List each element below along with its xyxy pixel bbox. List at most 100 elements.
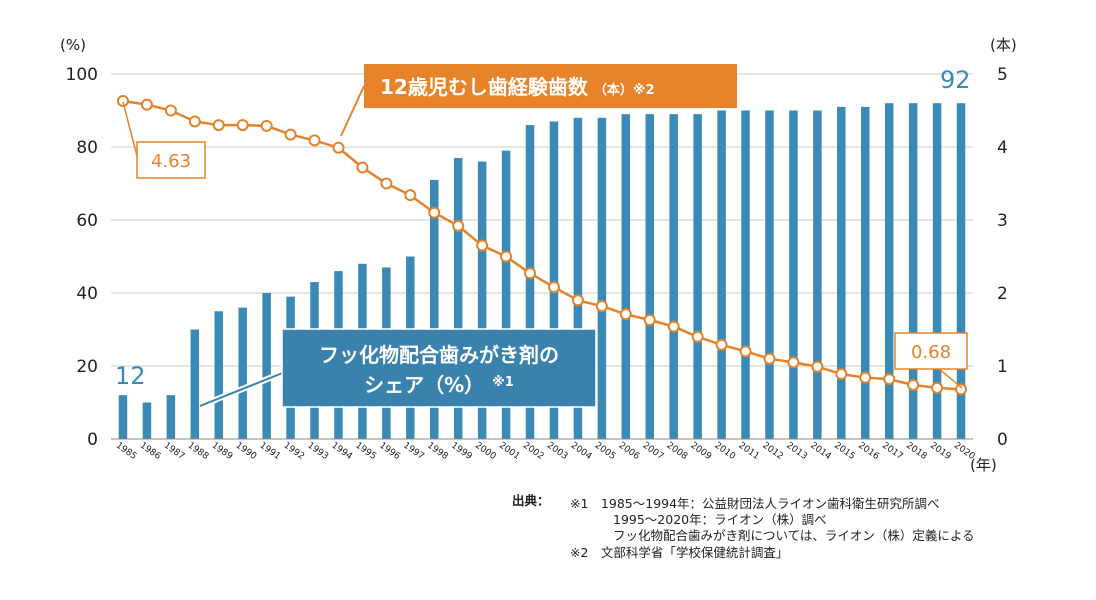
x-tick-label: 2013 — [784, 441, 808, 462]
line-end-box — [894, 332, 968, 370]
source-label: 出典： — [512, 493, 550, 508]
bar — [597, 117, 607, 440]
bar — [789, 110, 798, 439]
line-point — [500, 250, 513, 263]
line-point — [571, 294, 584, 307]
line-point — [667, 320, 680, 333]
y-left-tick-label: 100 — [66, 65, 98, 85]
line-point — [236, 119, 249, 132]
line-series — [116, 95, 968, 396]
x-tick-label: 2009 — [689, 441, 714, 462]
line-point — [524, 267, 537, 280]
x-tick-label: 2002 — [521, 441, 545, 462]
bar-callout-line1: フッ化物配合歯みがき剤の — [319, 343, 559, 367]
line-callout-leader — [340, 85, 365, 137]
x-tick-label: 1989 — [210, 441, 235, 462]
x-tick-label: 1991 — [258, 441, 282, 462]
line-start-label: 4.63 — [151, 151, 191, 172]
x-tick-label: 2008 — [665, 441, 690, 462]
line-point — [619, 308, 632, 321]
line-point — [356, 161, 369, 174]
source-line-3: フッ化物配合歯みがき剤については、ライオン（株）定義による — [613, 528, 975, 543]
line-callout — [364, 64, 737, 108]
line-point — [308, 134, 321, 147]
bar — [142, 402, 152, 439]
bar — [549, 121, 559, 439]
line-point — [212, 119, 225, 132]
source-line-1: ※1 1985～1994年：公益財団法人ライオン歯科衛生研究所調べ — [570, 496, 940, 511]
bar-series — [118, 103, 966, 440]
bar — [453, 157, 463, 439]
x-tick-label: 2017 — [880, 441, 904, 462]
x-tick-label: 2016 — [856, 441, 881, 462]
line-point — [859, 371, 872, 384]
y-left-tick-label: 80 — [76, 138, 98, 158]
line-point — [476, 239, 489, 252]
bar-callout-line2-wrap: シェア（%） ※1 — [364, 373, 514, 397]
y-right-tick-label: 0 — [997, 430, 1008, 450]
bar — [645, 114, 654, 440]
line-callout-text: 12歳児むし歯経験歯数 （本）※2 — [380, 75, 655, 99]
y-right-tick-label: 2 — [997, 284, 1008, 304]
line-point — [643, 314, 656, 327]
x-tick-label: 2007 — [641, 441, 665, 462]
bar — [669, 114, 678, 440]
bar — [884, 103, 894, 439]
bar — [837, 106, 846, 439]
line-callout-main: 12歳児むし歯経験歯数 — [380, 75, 589, 99]
line-point — [164, 104, 177, 117]
y-left-tick-label: 0 — [87, 430, 98, 450]
bar-callout — [281, 328, 597, 408]
line-point — [547, 281, 560, 294]
bar — [118, 395, 128, 439]
line-callout-unit: （本） — [594, 82, 633, 98]
line-start-box — [136, 141, 206, 179]
x-tick-label: 2003 — [545, 441, 569, 462]
bar — [932, 103, 942, 439]
x-tick-label: 1988 — [186, 441, 211, 462]
bar — [430, 179, 439, 439]
y-right-tick-label: 3 — [997, 211, 1008, 231]
x-tick-label: 1998 — [425, 441, 450, 462]
line-start-leader — [122, 101, 138, 157]
line-point — [404, 189, 417, 202]
x-tick-label: 1993 — [305, 441, 329, 462]
line-point — [907, 378, 920, 391]
bar — [717, 110, 726, 439]
x-tick-label: 2012 — [760, 441, 784, 462]
bar — [956, 103, 966, 439]
line-point — [787, 356, 800, 369]
bar — [908, 103, 918, 439]
y-left-tick-label: 40 — [76, 284, 98, 304]
bar — [501, 150, 511, 439]
bar — [765, 110, 774, 439]
bar — [861, 106, 870, 439]
x-tick-label: 1990 — [234, 441, 259, 462]
bar — [573, 117, 583, 440]
line-end-leader — [937, 367, 963, 389]
line-end-label: 0.68 — [911, 342, 951, 363]
source-line-4: ※2 文部科学省「学校保健統計調査」 — [570, 545, 789, 560]
line-point — [116, 95, 129, 108]
line-point — [140, 98, 153, 111]
x-tick-label: 1986 — [138, 441, 163, 462]
bar — [238, 307, 247, 439]
line-point — [835, 368, 848, 381]
x-tick-label: 2001 — [497, 441, 521, 462]
x-tick-label: 2014 — [808, 441, 833, 462]
line-point — [452, 219, 465, 232]
y-left-tick-label: 20 — [76, 357, 98, 377]
bar — [813, 110, 822, 439]
line-point — [595, 300, 608, 313]
x-tick-label: 2010 — [712, 441, 737, 462]
bar — [741, 110, 750, 439]
line-point — [715, 338, 728, 351]
line-callout-note: ※2 — [633, 83, 655, 98]
x-tick-label: 1994 — [329, 441, 354, 462]
bar — [262, 293, 271, 439]
line-point — [739, 345, 752, 358]
bar-callout-leader — [199, 371, 286, 407]
line-point — [332, 141, 345, 154]
line-point — [691, 330, 704, 343]
x-tick-label: 1987 — [162, 441, 186, 462]
